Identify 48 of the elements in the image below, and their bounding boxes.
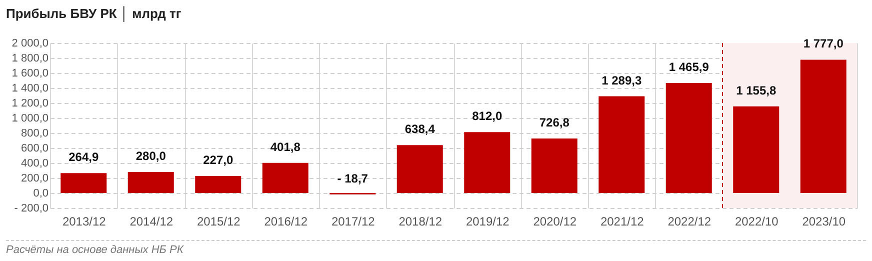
x-tick-label: 2018/12 — [398, 214, 442, 228]
bar — [598, 96, 645, 193]
y-tick-label: 1 000,0 — [12, 112, 48, 124]
bar — [396, 145, 443, 193]
data-label: 1 155,8 — [736, 83, 776, 98]
data-label: 227,0 — [203, 152, 234, 167]
bar — [531, 138, 578, 193]
data-label: 1 289,3 — [602, 73, 642, 88]
text: Расчёты на основе данных НБ РК — [6, 240, 866, 256]
bar — [60, 173, 107, 193]
y-tick-label: 0,0 — [33, 188, 48, 200]
x-tick-label: 2020/12 — [533, 214, 577, 228]
data-label: 812,0 — [472, 109, 502, 124]
x-tick-label: 2015/12 — [196, 214, 241, 228]
x-tick-label: 2017/12 — [331, 214, 376, 228]
bar — [195, 176, 242, 193]
chart-title: Прибыль БВУ РК │ млрд тг — [6, 6, 182, 21]
bar — [262, 162, 308, 193]
x-tick-label: 2016/12 — [264, 214, 308, 228]
bar — [464, 132, 510, 193]
y-tick-label: 1 200,0 — [12, 98, 48, 110]
x-tick-label: 2021/12 — [600, 214, 644, 228]
x-tick-label: 2014/12 — [130, 214, 174, 228]
y-tick-label: 1 600,0 — [12, 68, 48, 80]
x-tick-label: 2013/12 — [62, 214, 106, 228]
data-label: 264,9 — [68, 150, 99, 164]
data-label: 280,0 — [136, 149, 166, 163]
y-tick-label: 1 800,0 — [12, 52, 48, 64]
y-tick-label: - 200,0 — [14, 202, 48, 214]
bar — [666, 83, 712, 193]
bar — [733, 106, 780, 193]
data-label: 1 777,0 — [803, 36, 844, 51]
y-tick-label: 200,0 — [20, 172, 48, 184]
data-label: - 18,7 — [337, 171, 368, 186]
y-tick-label: 2 000,0 — [12, 38, 48, 50]
bar — [128, 172, 174, 193]
data-label: 638,4 — [404, 122, 436, 136]
x-tick-label: 2022/10 — [734, 214, 779, 228]
x-tick-label: 2023/10 — [802, 214, 846, 228]
y-tick-label: 1 400,0 — [12, 82, 48, 94]
data-label: 401,8 — [270, 140, 301, 154]
y-tick-label: 600,0 — [20, 142, 48, 154]
data-label: 726,8 — [539, 115, 570, 130]
y-tick-label: 400,0 — [20, 158, 48, 170]
x-tick-label: 2022/12 — [668, 214, 712, 228]
y-tick-label: 800,0 — [20, 128, 48, 140]
data-label: 1 465,9 — [668, 60, 710, 74]
x-tick-label: 2019/12 — [466, 214, 510, 228]
